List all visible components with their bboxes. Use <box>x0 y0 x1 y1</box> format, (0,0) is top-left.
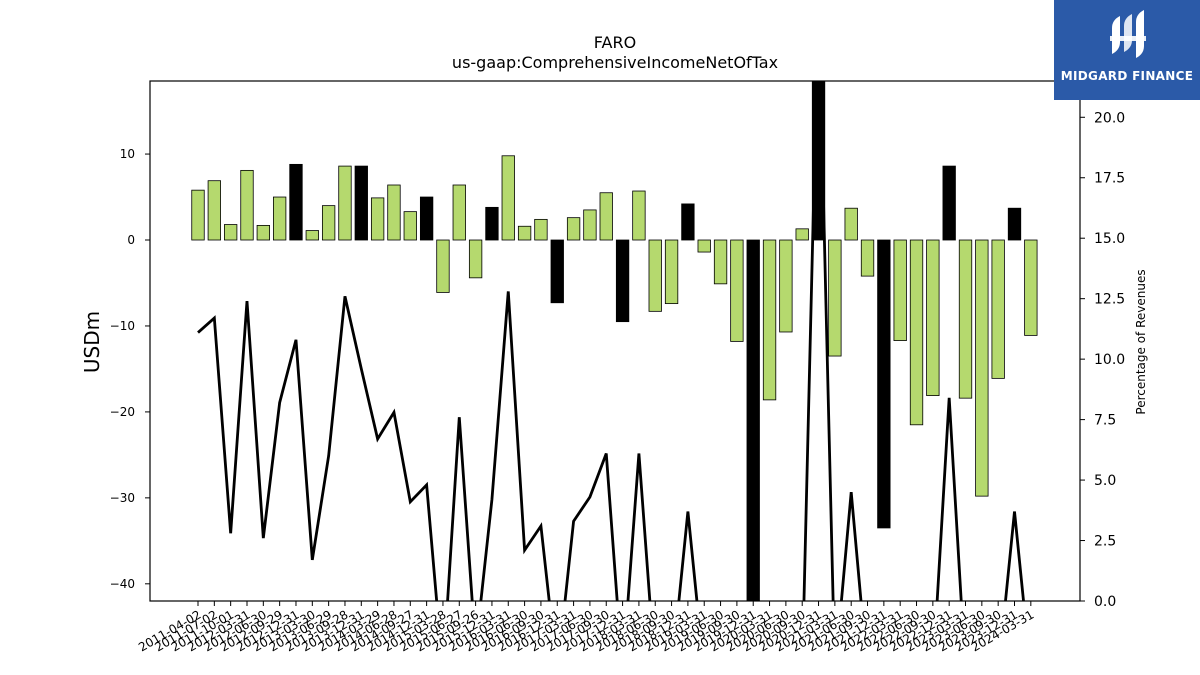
y-axis-right: 0.0 2.5 5.0 7.5 10.0 12.5 15.0 17.5 20.0 <box>1080 110 1125 610</box>
bar <box>256 224 270 241</box>
bar <box>550 239 564 304</box>
brand-logo: MIDGARD FINANCE <box>1054 0 1200 100</box>
bar <box>370 197 385 241</box>
bar <box>828 239 842 357</box>
y-tick-label: 10 <box>120 147 135 161</box>
bar <box>354 165 368 241</box>
percentage-line <box>197 81 1025 601</box>
bar <box>321 205 336 241</box>
bar <box>452 184 466 241</box>
bar <box>681 203 695 241</box>
bar <box>926 239 940 396</box>
bar <box>909 239 924 426</box>
bar <box>207 180 221 241</box>
bar <box>517 225 532 241</box>
chart-subtitle: us-gaap:ComprehensiveIncomeNetOfTax <box>452 53 778 72</box>
line-series <box>197 81 1025 601</box>
bar <box>566 217 581 241</box>
x-axis: 2011-04-022011-07-022011-10-012012-03-31… <box>136 601 1036 654</box>
y2-tick-label: 10.0 <box>1094 352 1125 368</box>
bar <box>419 196 434 241</box>
y-tick-label: −10 <box>110 319 135 333</box>
bar <box>893 239 907 341</box>
y2-tick-label: 20.0 <box>1094 110 1125 126</box>
bar <box>844 207 858 241</box>
bar-series <box>191 81 1038 601</box>
bar <box>387 184 401 241</box>
bar <box>942 165 956 241</box>
y2-tick-label: 2.5 <box>1094 534 1116 550</box>
bar <box>779 239 793 333</box>
y2-tick-label: 15.0 <box>1094 231 1125 247</box>
bar <box>860 239 875 277</box>
y-tick-label: −30 <box>110 491 135 505</box>
bar <box>975 239 989 497</box>
bar <box>583 209 597 241</box>
bar <box>240 169 254 241</box>
bar <box>403 211 417 241</box>
y2-tick-label: 7.5 <box>1094 413 1116 429</box>
bar <box>648 239 662 312</box>
bar <box>436 239 450 293</box>
bar <box>468 239 483 279</box>
y2-tick-label: 12.5 <box>1094 292 1125 308</box>
bar <box>485 206 499 241</box>
bar <box>730 239 744 342</box>
bar <box>664 239 679 305</box>
y2-tick-label: 0.0 <box>1094 594 1116 610</box>
bar <box>289 163 303 241</box>
plot-frame <box>149 80 1081 602</box>
bar <box>697 239 711 253</box>
bar <box>615 239 630 323</box>
bar <box>305 230 319 241</box>
y2-axis-label: Percentage of Revenues <box>1134 269 1148 414</box>
bar <box>501 155 515 241</box>
bar <box>991 239 1005 379</box>
y-tick-label: −40 <box>110 577 135 591</box>
y-tick-label: −20 <box>110 405 135 419</box>
brand-name: MIDGARD FINANCE <box>1060 69 1194 83</box>
bar <box>1007 207 1022 241</box>
bar <box>762 239 777 401</box>
y-axis-label: USDm <box>80 311 104 373</box>
y2-tick-label: 5.0 <box>1094 473 1116 489</box>
bar <box>338 165 352 241</box>
bar <box>877 239 891 529</box>
chart-title: FARO <box>594 33 636 52</box>
y2-tick-label: 17.5 <box>1094 171 1125 187</box>
bar <box>795 228 809 241</box>
bar <box>746 239 760 601</box>
y-tick-label: 0 <box>127 233 135 247</box>
bar <box>191 189 205 241</box>
bar <box>1024 239 1038 336</box>
bar <box>599 192 613 241</box>
y-axis-left: −40 −30 −20 −10 0 10 <box>110 147 150 591</box>
bar <box>713 239 728 285</box>
bar <box>958 239 973 399</box>
bar <box>534 218 548 241</box>
midgard-logo-icon <box>1110 10 1146 58</box>
bar <box>272 196 287 241</box>
bar <box>632 190 646 241</box>
bar <box>224 224 238 241</box>
